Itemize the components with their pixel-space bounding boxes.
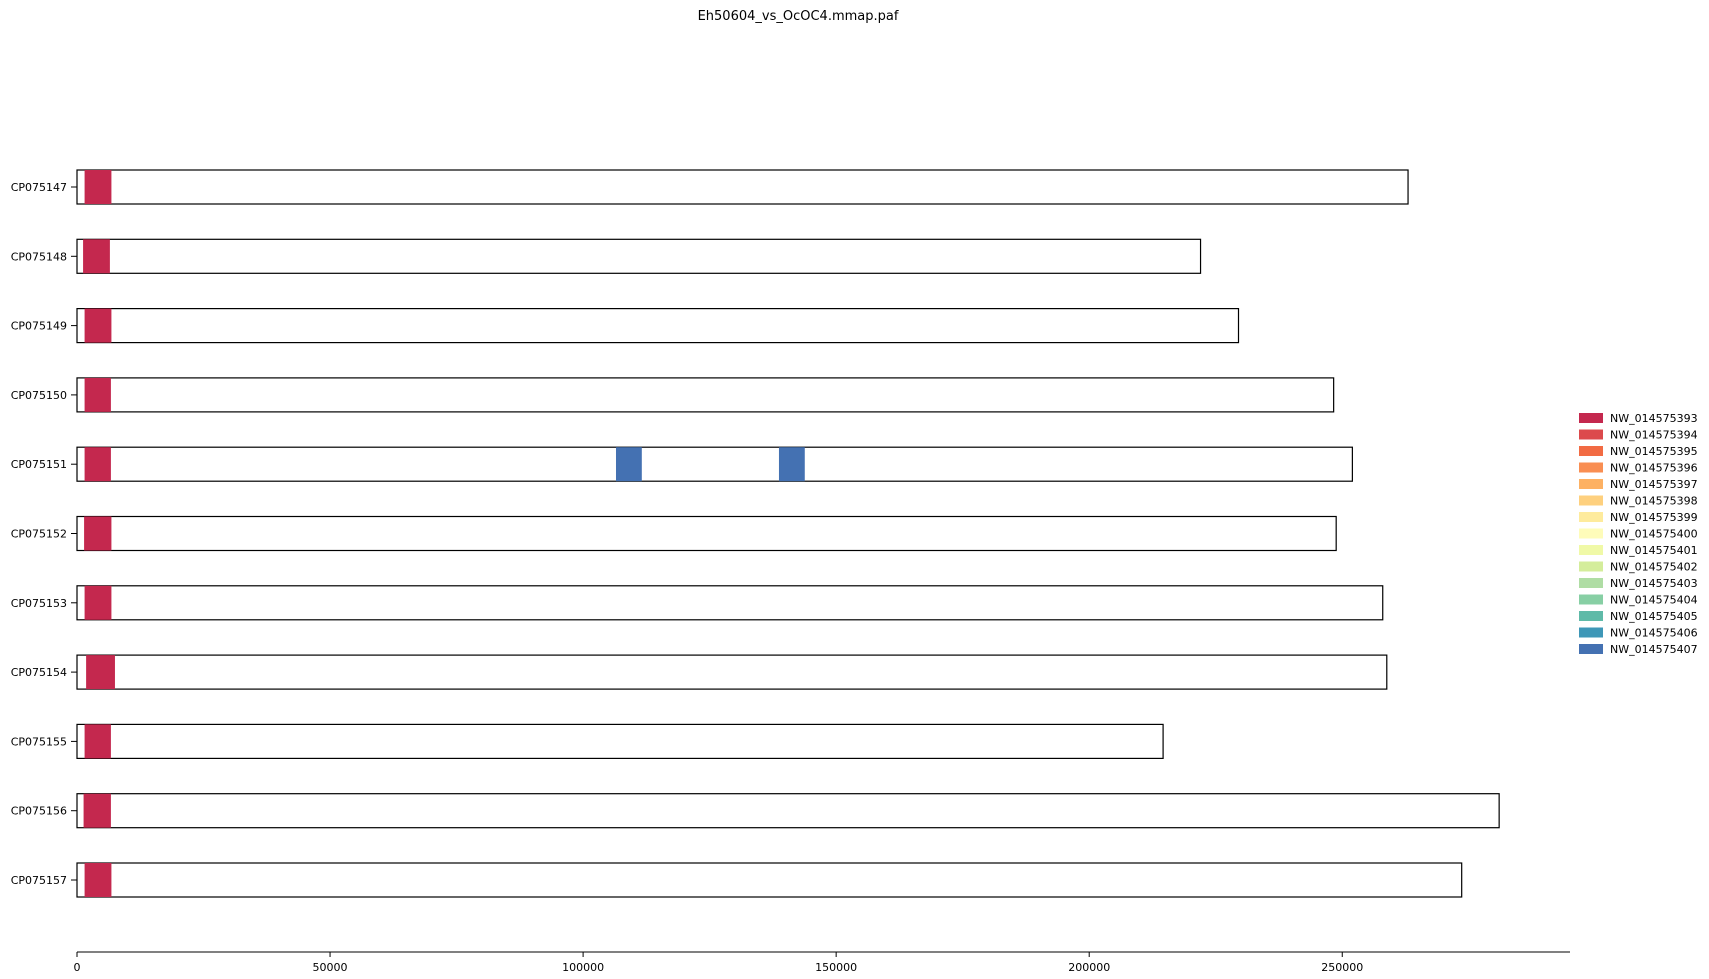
alignment-block: [84, 377, 111, 412]
x-tick-label: 250000: [1321, 961, 1363, 974]
chromosome-bar: [76, 377, 1335, 413]
alignment-block: [84, 863, 112, 897]
chromosome-bar: [76, 793, 1500, 829]
legend-label: NW_014575403: [1610, 577, 1698, 590]
chromosome-bar: [76, 585, 1384, 621]
alignment-block: [83, 239, 110, 274]
legend-swatch: [1579, 644, 1603, 654]
row-label: CP075151: [11, 458, 67, 471]
legend-label: NW_014575399: [1610, 511, 1698, 524]
legend-swatch: [1579, 495, 1603, 506]
alignment-block: [615, 447, 642, 482]
legend-swatch: [1579, 561, 1603, 572]
chromosome-bar: [76, 308, 1240, 344]
legend-swatch: [1579, 462, 1603, 473]
legend-label: NW_014575394: [1610, 429, 1698, 442]
alignment-block: [84, 447, 111, 482]
alignment-block: [84, 516, 112, 551]
row-label: CP075154: [11, 666, 67, 679]
alignment-block: [778, 447, 805, 482]
x-tick-label: 50000: [313, 961, 348, 974]
chromosome-bar: [76, 654, 1388, 690]
row-label: CP075149: [11, 320, 67, 333]
legend-swatch: [1579, 429, 1603, 440]
legend-label: NW_014575397: [1610, 478, 1698, 491]
legend-swatch: [1579, 594, 1603, 605]
row-label: CP075147: [11, 181, 67, 194]
row-label: CP075150: [11, 389, 67, 402]
chromosome-bar: [76, 238, 1202, 274]
chart-title: Eh50604_vs_OcOC4.mmap.paf: [698, 9, 899, 24]
x-tick-label: 200000: [1068, 961, 1110, 974]
legend-swatch: [1579, 545, 1603, 555]
alignment-block: [84, 308, 112, 343]
legend-swatch: [1579, 446, 1603, 456]
chromosome-bar: [76, 169, 1409, 205]
legend-label: NW_014575407: [1610, 643, 1698, 656]
alignment-block: [84, 724, 111, 759]
legend-label: NW_014575395: [1610, 445, 1698, 458]
legend-swatch: [1579, 578, 1603, 588]
legend-label: NW_014575393: [1610, 412, 1698, 425]
x-axis: 0 50000 100000 150000 200000 250000: [74, 951, 1570, 974]
legend-label: NW_014575400: [1610, 528, 1698, 541]
chromosome-bar: [76, 723, 1164, 760]
x-tick-label: 150000: [815, 961, 857, 974]
chromosome-bar: [76, 862, 1463, 898]
row-label: CP075157: [11, 874, 67, 887]
chromosome-bar: [76, 446, 1353, 482]
legend-swatch: [1579, 413, 1603, 423]
x-tick-label: 0: [74, 961, 81, 974]
alignment-block: [86, 655, 115, 690]
legend-label: NW_014575404: [1610, 594, 1698, 607]
x-tick-label: 100000: [562, 961, 604, 974]
legend-swatch: [1579, 627, 1603, 638]
legend-label: NW_014575401: [1610, 544, 1698, 557]
row-label: CP075152: [11, 528, 67, 541]
legend-swatch: [1579, 528, 1603, 539]
alignment-block: [84, 170, 112, 204]
legend-swatch: [1579, 512, 1603, 522]
chromosome-rows: CP075147 CP075148 CP075149 CP075150 CP075151…: [11, 169, 1500, 898]
row-label: CP075153: [11, 597, 67, 610]
legend-swatch: [1579, 479, 1603, 489]
row-label: CP075155: [11, 735, 67, 748]
legend-label: NW_014575402: [1610, 561, 1698, 574]
legend: NW_014575393 NW_014575394 NW_014575395 NW_0…: [1579, 412, 1698, 656]
row-label: CP075156: [11, 805, 67, 818]
row-label: CP075148: [11, 250, 67, 263]
legend-label: NW_014575405: [1610, 610, 1698, 623]
alignment-block: [84, 585, 112, 620]
chromosome-bar: [76, 515, 1337, 552]
alignment-block: [83, 793, 111, 828]
legend-label: NW_014575406: [1610, 627, 1698, 640]
legend-label: NW_014575396: [1610, 462, 1698, 475]
legend-label: NW_014575398: [1610, 495, 1698, 508]
legend-swatch: [1579, 611, 1603, 621]
